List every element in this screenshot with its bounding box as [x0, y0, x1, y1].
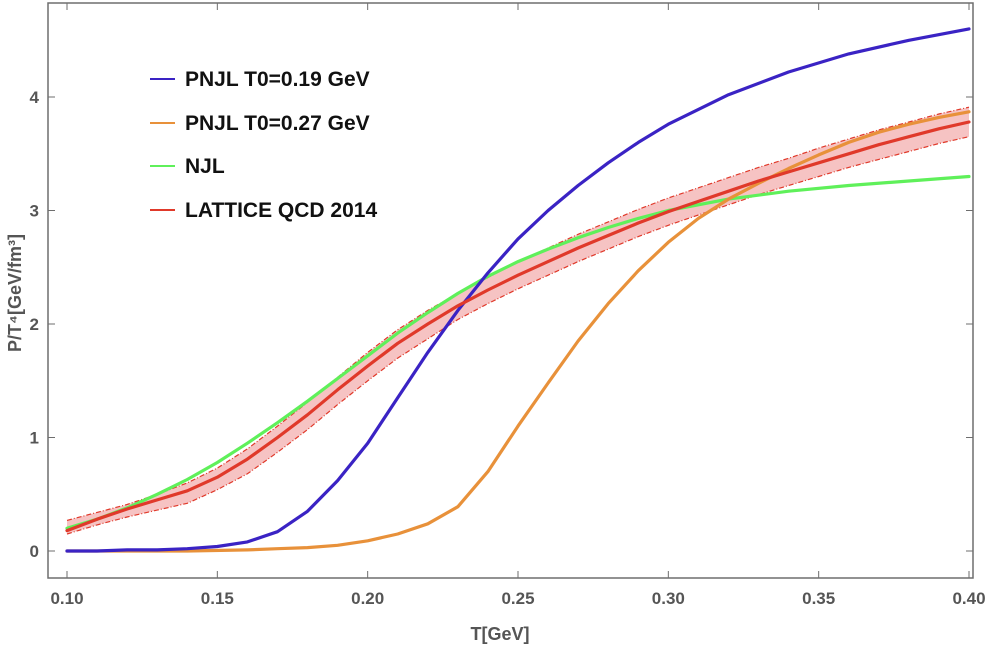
legend: PNJL T0=0.19 GeV PNJL T0=0.27 GeV NJL LA…: [150, 68, 377, 222]
series-layer: [65, 27, 971, 553]
x-axis-label: T[GeV]: [470, 624, 529, 644]
y-tick-label: 0: [30, 542, 39, 561]
x-tick-label: 0.25: [501, 589, 534, 608]
lattice-upper-bound: [66, 106, 970, 521]
y-tick-label: 3: [30, 202, 39, 221]
y-tick-label: 1: [30, 429, 39, 448]
axis-ticks: 0.10 0.15 0.20 0.25 0.30 0.35 0.40 0 1 2 3 4: [30, 3, 986, 608]
x-tick-label: 0.30: [652, 589, 685, 608]
x-tick-label: 0.35: [802, 589, 835, 608]
legend-label-njl: NJL: [185, 155, 225, 178]
y-axis-label: P/T⁴[GeV/fm³]: [5, 234, 25, 352]
lattice-line: [65, 120, 971, 533]
legend-label-lattice: LATTICE QCD 2014: [185, 199, 377, 222]
x-tick-label: 0.40: [952, 589, 985, 608]
pnjl-027-line: [65, 110, 971, 553]
njl-line: [65, 174, 971, 530]
x-tick-label: 0.20: [351, 589, 384, 608]
x-tick-label: 0.10: [50, 589, 83, 608]
lattice-lower-bound: [66, 136, 970, 535]
legend-label-pnjl-019: PNJL T0=0.19 GeV: [185, 68, 370, 91]
legend-label-pnjl-027: PNJL T0=0.27 GeV: [185, 112, 370, 135]
x-tick-label: 0.15: [201, 589, 234, 608]
y-tick-label: 4: [30, 88, 40, 107]
y-tick-label: 2: [30, 315, 39, 334]
pnjl-019-line: [65, 27, 971, 553]
